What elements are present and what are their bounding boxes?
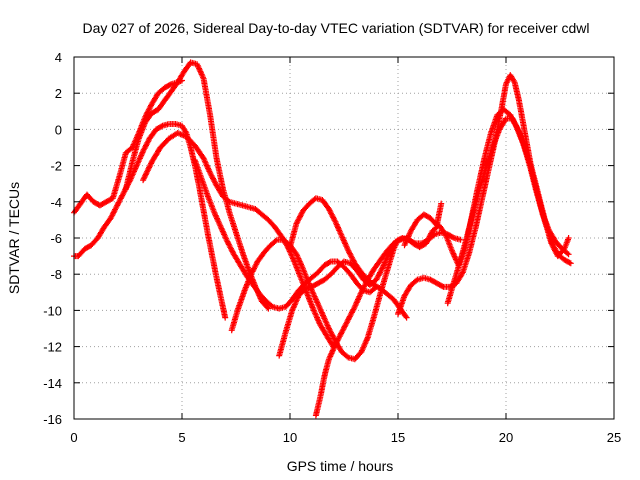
series-sat-k <box>444 115 572 307</box>
data-markers <box>395 72 574 317</box>
data-markers <box>122 59 272 312</box>
x-axis-label: GPS time / hours <box>287 458 394 474</box>
y-tick-label: -8 <box>50 267 62 282</box>
x-tick-label: 20 <box>499 430 513 445</box>
data-markers <box>401 200 445 249</box>
axis-ticks: 0 5 10 15 20 25 -16 -14 -12 -10 -8 -6 -4 -2 0 2 4 <box>43 50 621 445</box>
y-tick-label: -2 <box>50 159 62 174</box>
x-tick-label: 15 <box>391 430 405 445</box>
x-tick-label: 25 <box>607 430 621 445</box>
series-sat-c <box>122 59 272 312</box>
x-tick-label: 10 <box>283 430 297 445</box>
y-tick-label: -10 <box>43 303 62 318</box>
data-markers <box>287 195 410 321</box>
data-markers <box>192 157 380 312</box>
y-tick-label: -6 <box>50 231 62 246</box>
y-tick-label: 2 <box>55 86 62 101</box>
y-tick-label: -4 <box>50 195 62 210</box>
y-tick-label: 0 <box>55 122 62 137</box>
series-sat-j <box>395 72 574 317</box>
y-tick-label: -16 <box>43 412 62 427</box>
data-markers <box>71 121 229 321</box>
y-axis-label: SDTVAR / TECUs <box>6 182 22 294</box>
series-sat-e <box>228 236 401 363</box>
y-tick-label: -14 <box>43 376 62 391</box>
data-points <box>71 59 574 419</box>
series-sat-b <box>71 121 229 321</box>
series-sat-f <box>192 157 380 312</box>
x-tick-label: 0 <box>70 430 77 445</box>
data-markers <box>444 115 572 307</box>
y-tick-label: 4 <box>55 50 62 65</box>
y-tick-label: -12 <box>43 340 62 355</box>
data-markers <box>228 236 401 363</box>
series-sat-l <box>401 200 445 249</box>
chart-title: Day 027 of 2026, Sidereal Day-to-day VTE… <box>82 20 589 36</box>
series-sat-h <box>287 195 410 321</box>
x-tick-label: 5 <box>178 430 185 445</box>
